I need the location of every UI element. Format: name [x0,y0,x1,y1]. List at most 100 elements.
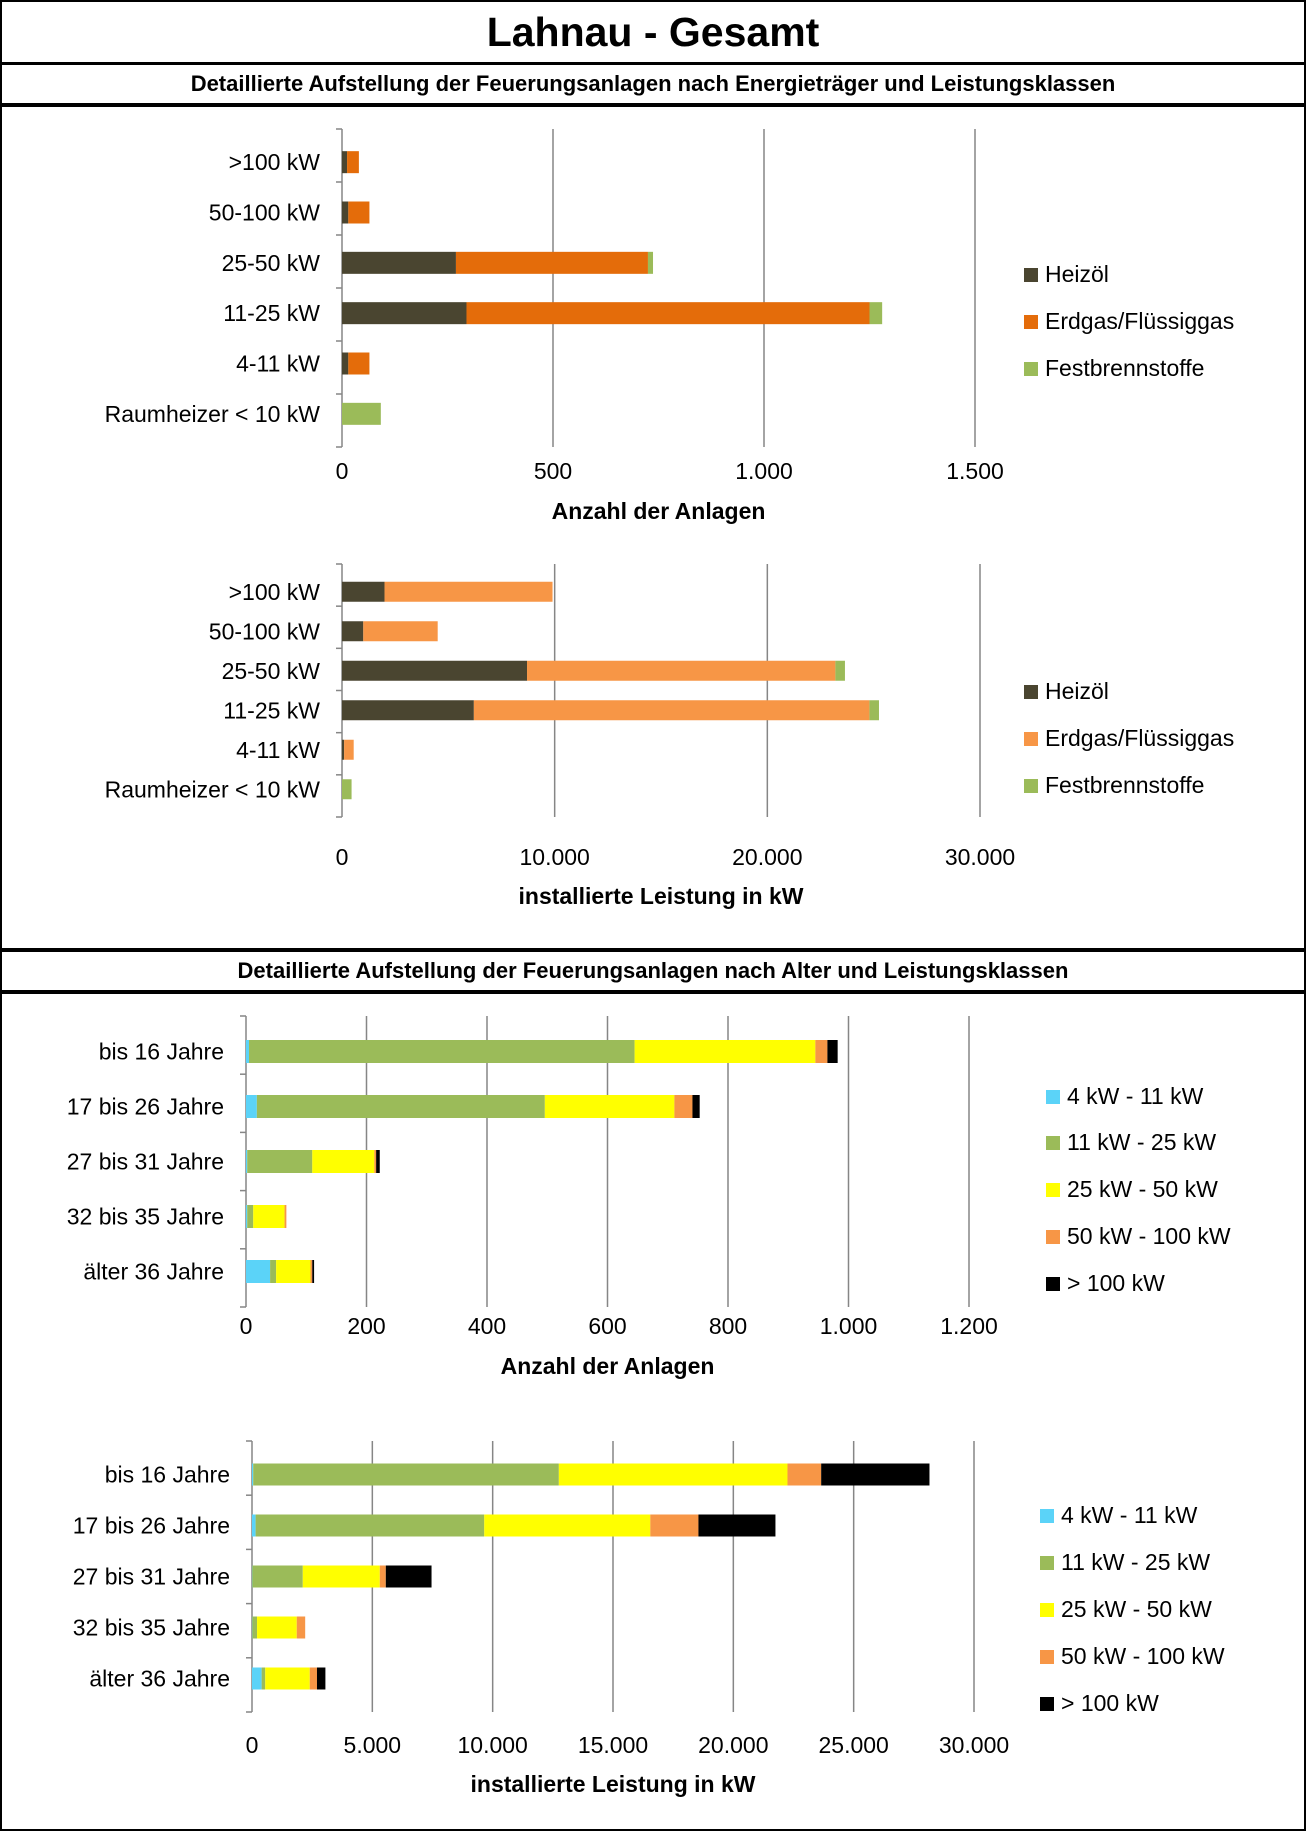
category-label: 50-100 kW [209,200,321,226]
bar-segment-heiz-l [342,621,364,642]
bar-segment-festbrennstoffe [869,700,879,721]
bar-segment-heiz-l [342,739,345,760]
bar-segment-100-kw [316,1667,326,1690]
bar-segment-25-kw-50-kw [302,1565,380,1588]
legend-label: 25 kW - 50 kW [1067,1176,1218,1202]
bar-segment-50-kw-100-kw [815,1040,828,1063]
category-label: Raumheizer < 10 kW [105,401,321,427]
legend-swatch-heiz-l [1024,685,1038,699]
bar-segment-heiz-l [342,251,456,274]
x-tick-label: 1.500 [946,458,1004,484]
bar-segment-4-kw-11-kw [246,1260,271,1283]
chart-count-by-energy: >100 kW 50-100 kW 25-50 kW 11-25 kW 4-11 kW R… [105,128,1234,524]
legend-swatch-11-kw-25-kw [1040,1556,1054,1570]
bar-segment-erdgas-fl-ssiggas [384,581,553,602]
bar-segment-4-kw-11-kw [246,1095,257,1118]
legend-swatch-erdgas-fl-ssiggas [1024,732,1038,746]
x-axis-title: Anzahl der Anlagen [552,498,766,524]
bar-segment-100-kw [376,1150,380,1173]
legend-swatch-erdgas-fl-ssiggas [1024,315,1038,329]
category-label: 4-11 kW [236,351,320,377]
legend-swatch-50-kw-100-kw [1046,1230,1060,1244]
category-label: >100 kW [229,149,321,175]
legend-label: 25 kW - 50 kW [1061,1596,1212,1622]
bar-segment-festbrennstoffe [342,402,381,425]
category-label: 4-11 kW [236,737,320,763]
category-label: älter 36 Jahre [83,1259,224,1285]
x-tick-label: 500 [534,458,572,484]
bar-segment-erdgas-fl-ssiggas [363,621,438,642]
x-tick-label: 800 [709,1313,747,1339]
bar-segment-11-kw-25-kw [255,1514,485,1537]
category-label: 25-50 kW [222,658,321,684]
bar-segment-50-kw-100-kw [650,1514,699,1537]
legend-label: > 100 kW [1061,1690,1159,1716]
bar-segment-100-kw [827,1040,838,1063]
bar-segment-11-kw-25-kw [253,1463,559,1486]
legend-swatch-100-kw [1046,1277,1060,1291]
x-tick-label: 1.200 [940,1313,998,1339]
category-label: Raumheizer < 10 kW [105,776,321,802]
x-tick-label: 25.000 [818,1732,888,1758]
bar-segment-heiz-l [342,201,349,224]
legend-swatch-11-kw-25-kw [1046,1136,1060,1150]
legend-swatch-100-kw [1040,1697,1054,1711]
bar-segment-erdgas-fl-ssiggas [344,739,354,760]
legend-swatch-4-kw-11-kw [1040,1509,1054,1523]
bar-segment-25-kw-50-kw [544,1095,675,1118]
bar-segment-erdgas-fl-ssiggas [473,700,870,721]
legend-label: > 100 kW [1067,1270,1165,1296]
bar-segment-25-kw-50-kw [253,1205,285,1228]
category-label: 17 bis 26 Jahre [73,1513,230,1539]
bar-segment-erdgas-fl-ssiggas [455,251,648,274]
category-label: älter 36 Jahre [89,1666,230,1692]
x-tick-label: 0 [336,844,349,870]
x-tick-label: 5.000 [344,1732,402,1758]
legend-label: 4 kW - 11 kW [1067,1083,1204,1109]
x-tick-label: 1.000 [820,1313,878,1339]
page-title: Lahnau - Gesamt [2,2,1304,65]
bar-segment-50-kw-100-kw [379,1565,386,1588]
legend-swatch-festbrennstoffe [1024,779,1038,793]
category-label: 32 bis 35 Jahre [73,1615,230,1641]
bar-segment-50-kw-100-kw [284,1205,287,1228]
x-tick-label: 400 [468,1313,506,1339]
section-heading-age: Detaillierte Aufstellung der Feuerungsan… [2,952,1304,994]
category-label: 32 bis 35 Jahre [67,1204,224,1230]
x-tick-label: 10.000 [457,1732,527,1758]
bar-segment-100-kw [385,1565,432,1588]
section-heading-energy: Detaillierte Aufstellung der Feuerungsan… [2,65,1304,107]
category-label: 50-100 kW [209,618,321,644]
bar-segment-11-kw-25-kw [256,1095,545,1118]
x-tick-label: 20.000 [698,1732,768,1758]
bar-segment-25-kw-50-kw [276,1260,311,1283]
chart-power-by-energy: >100 kW 50-100 kW 25-50 kW 11-25 kW 4-11 kW R… [105,563,1234,909]
bar-segment-50-kw-100-kw [296,1616,306,1639]
x-tick-label: 0 [246,1732,259,1758]
bar-segment-festbrennstoffe [342,779,352,800]
legend-swatch-4-kw-11-kw [1046,1090,1060,1104]
x-tick-label: 30.000 [939,1732,1009,1758]
bar-segment-11-kw-25-kw [247,1205,254,1228]
bar-segment-festbrennstoffe [647,251,654,274]
bar-segment-4-kw-11-kw [246,1205,248,1228]
category-label: 27 bis 31 Jahre [67,1149,224,1175]
category-label: 27 bis 31 Jahre [73,1564,230,1590]
bar-segment-50-kw-100-kw [309,1667,317,1690]
x-axis-title: installierte Leistung in kW [471,1771,756,1797]
bar-segment-11-kw-25-kw [249,1040,635,1063]
chart-power-by-age: bis 16 Jahre 17 bis 26 Jahre 27 bis 31 Jah… [73,1440,1225,1797]
legend-swatch-heiz-l [1024,268,1038,282]
x-tick-label: 600 [588,1313,626,1339]
x-tick-label: 1.000 [735,458,793,484]
legend-label: Erdgas/Flüssiggas [1045,308,1234,334]
bar-segment-25-kw-50-kw [634,1040,816,1063]
bar-segment-heiz-l [342,700,474,721]
legend-swatch-25-kw-50-kw [1040,1603,1054,1617]
bar-segment-festbrennstoffe [835,660,845,681]
bar-segment-100-kw [698,1514,776,1537]
bar-segment-festbrennstoffe [869,302,883,325]
bar-segment-25-kw-50-kw [265,1667,310,1690]
x-tick-label: 200 [347,1313,385,1339]
